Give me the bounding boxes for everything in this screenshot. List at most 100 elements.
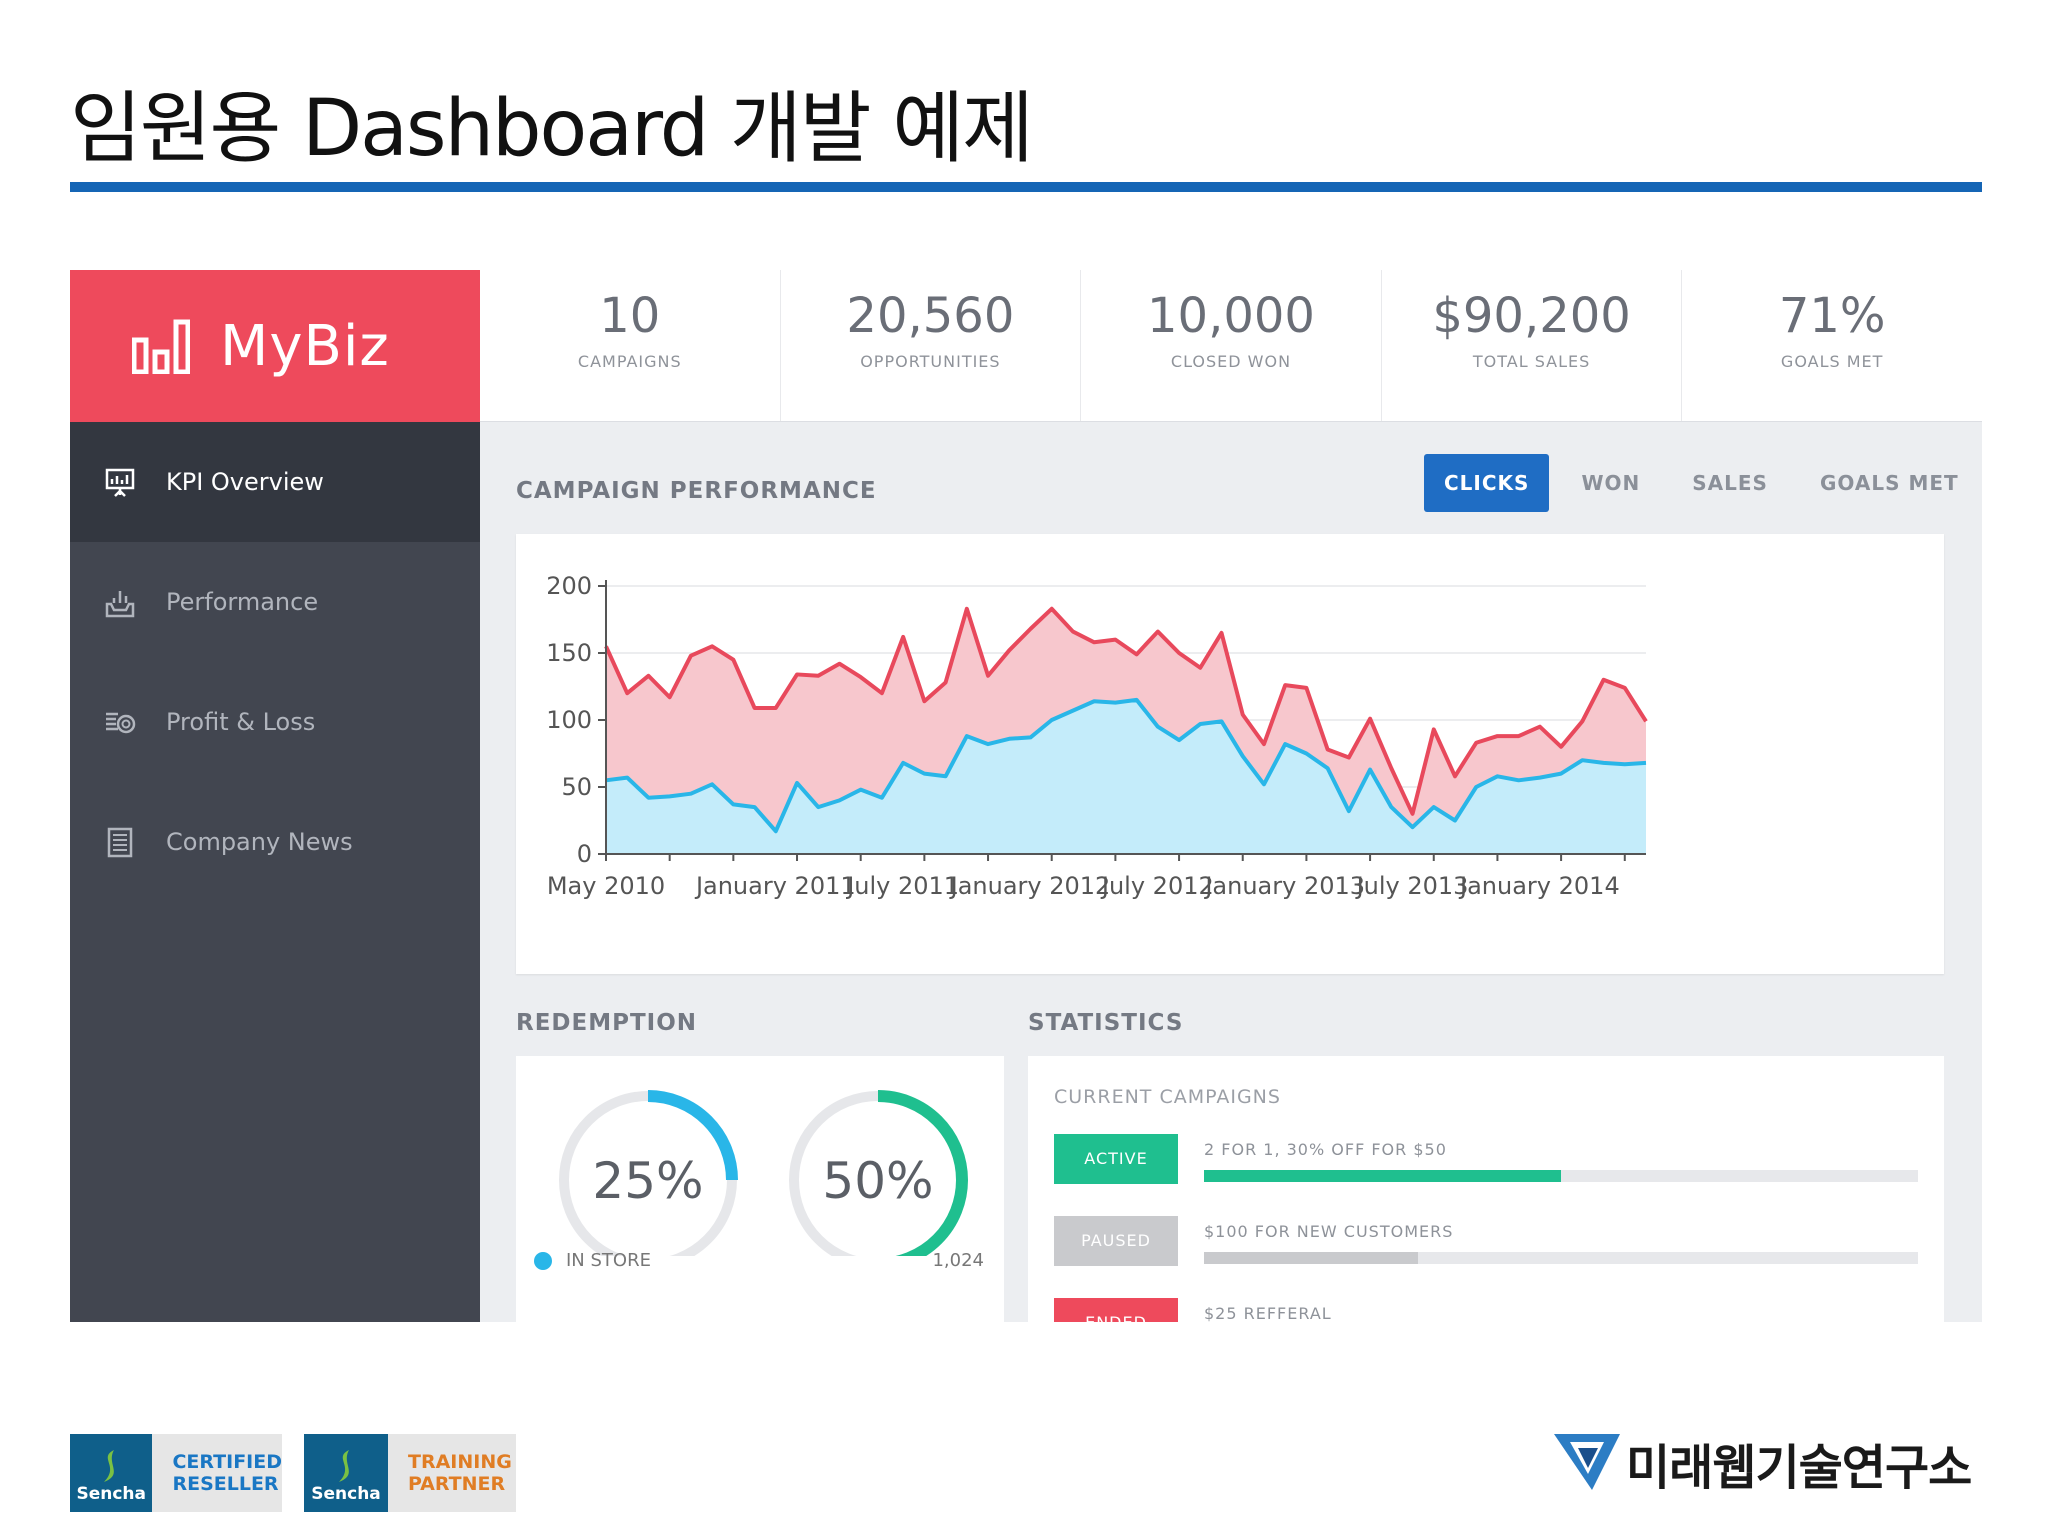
- in-store-dot-icon: [534, 1252, 552, 1270]
- status-badge: PAUSED: [1054, 1216, 1178, 1266]
- brand-name: MyBiz: [220, 313, 390, 379]
- campaign-row-ended[interactable]: ENDED $25 REFFERAL: [1054, 1298, 1914, 1322]
- status-badge: ACTIVE: [1054, 1134, 1178, 1184]
- newspaper-icon: [107, 827, 133, 858]
- kpi-label: TOTAL SALES: [1472, 352, 1591, 371]
- campaign-progress-track: [1204, 1170, 1918, 1182]
- campaign-name: $25 REFFERAL: [1204, 1304, 1332, 1322]
- status-badge: ENDED: [1054, 1298, 1178, 1322]
- x-tick-label: January 2014: [1458, 872, 1620, 900]
- sencha-brand: Sencha: [311, 1484, 381, 1504]
- x-tick-label: July 2012: [1100, 872, 1214, 900]
- kpi-label: OPPORTUNITIES: [860, 352, 1001, 371]
- x-tick-label: July 2011: [845, 872, 959, 900]
- company-logo-icon: [1554, 1434, 1620, 1490]
- tab-clicks[interactable]: CLICKS: [1424, 454, 1550, 512]
- campaign-progress-fill: [1204, 1170, 1561, 1182]
- kpi-label: CAMPAIGNS: [577, 352, 682, 371]
- sencha-leaf-icon: [104, 1450, 115, 1482]
- kpi-value: 10: [599, 288, 661, 344]
- kpi-total-sales[interactable]: $90,200 TOTAL SALES: [1382, 270, 1683, 421]
- redemption-card: 25% 50% IN STORE 1,024: [516, 1056, 1004, 1322]
- title-divider: [70, 182, 1982, 192]
- sencha-logo: Sencha: [70, 1434, 153, 1512]
- lower-series-line: [605, 697, 1647, 834]
- badge-line: CERTIFIED: [172, 1451, 282, 1473]
- kpi-value: 20,560: [846, 288, 1015, 344]
- inbox-chart-icon: [105, 591, 135, 618]
- campaign-progress-track: [1204, 1252, 1918, 1264]
- ring-percent-label: 25%: [592, 1152, 703, 1210]
- nav-label: Profit & Loss: [166, 708, 316, 736]
- badge-line: PARTNER: [408, 1473, 506, 1495]
- campaign-performance-title: CAMPAIGN PERFORMANCE: [516, 478, 877, 504]
- badge-text: TRAINING PARTNER: [388, 1451, 512, 1495]
- sencha-certified-reseller-badge: Sencha CERTIFIED RESELLER: [70, 1434, 282, 1512]
- kpi-bar: 10 CAMPAIGNS 20,560 OPPORTUNITIES 10,000…: [480, 270, 1982, 422]
- statistics-title: STATISTICS: [1028, 1010, 1184, 1036]
- brand-header[interactable]: MyBiz: [70, 270, 480, 422]
- lower-band-area: [606, 699, 1646, 854]
- tab-sales[interactable]: SALES: [1692, 471, 1768, 495]
- kpi-value: 71%: [1778, 288, 1886, 344]
- sencha-brand: Sencha: [76, 1484, 146, 1504]
- kpi-campaigns[interactable]: 10 CAMPAIGNS: [480, 270, 781, 421]
- dashboard-screenshot: MyBiz KPI Overview Performance Profit: [70, 270, 1982, 1322]
- x-tick-label: January 2012: [949, 872, 1111, 900]
- presentation-icon: [105, 468, 135, 497]
- redemption-title: REDEMPTION: [516, 1010, 698, 1036]
- legend-value: 1,024: [932, 1250, 984, 1271]
- campaign-performance-chart: 0 50 100 150 200 May 2010 January 2011 July 201…: [516, 534, 1944, 974]
- x-tick-label: July 2013: [1355, 872, 1469, 900]
- y-tick-label: 50: [561, 773, 592, 801]
- upper-band-area: [606, 608, 1646, 832]
- kpi-label: CLOSED WON: [1170, 352, 1292, 371]
- kpi-value: 10,000: [1147, 288, 1315, 344]
- campaign-progress-fill: [1204, 1252, 1419, 1264]
- kpi-opportunities[interactable]: 20,560 OPPORTUNITIES: [781, 270, 1082, 421]
- campaign-name: 2 FOR 1, 30% OFF FOR $50: [1204, 1140, 1447, 1159]
- badge-line: TRAINING: [408, 1451, 512, 1473]
- kpi-goals-met[interactable]: 71% GOALS MET: [1682, 270, 1982, 421]
- redemption-rings: 25% 50%: [558, 1090, 968, 1270]
- nav-label: Performance: [166, 588, 319, 616]
- coins-icon: [106, 712, 136, 734]
- nav-label: KPI Overview: [166, 468, 324, 496]
- chart-tabs: CLICKS WON SALES GOALS MET: [1412, 454, 1979, 512]
- sencha-leaf-icon: [339, 1450, 349, 1482]
- tab-won[interactable]: WON: [1581, 471, 1641, 495]
- nav-item-profit-loss[interactable]: Profit & Loss: [70, 662, 480, 782]
- campaign-name: $100 FOR NEW CUSTOMERS: [1204, 1222, 1454, 1241]
- sidebar: MyBiz KPI Overview Performance Profit: [70, 270, 480, 1322]
- company-name: 미래웹기술연구소: [1626, 1440, 1972, 1496]
- statistics-card: CURRENT CAMPAIGNS ACTIVE 2 FOR 1, 30% OF…: [1028, 1056, 1944, 1322]
- upper-series-line: [604, 606, 1648, 816]
- nav-item-company-news[interactable]: Company News: [70, 782, 480, 902]
- sencha-training-partner-badge: Sencha TRAINING PARTNER: [304, 1434, 516, 1512]
- campaign-row-active[interactable]: ACTIVE 2 FOR 1, 30% OFF FOR $50: [1054, 1134, 1918, 1194]
- bar-chart-logo-icon: [132, 319, 190, 374]
- kpi-label: GOALS MET: [1780, 352, 1884, 371]
- badge-line: RESELLER: [172, 1473, 279, 1495]
- badge-text: CERTIFIED RESELLER: [152, 1451, 282, 1495]
- campaign-row-paused[interactable]: PAUSED $100 FOR NEW CUSTOMERS: [1054, 1216, 1918, 1276]
- kpi-value: $90,200: [1432, 288, 1631, 344]
- slide-title: 임원용 Dashboard 개발 예제: [70, 84, 1034, 174]
- tab-goals-met[interactable]: GOALS MET: [1819, 471, 1959, 495]
- y-tick-label: 100: [546, 706, 592, 734]
- legend-label: IN STORE: [566, 1250, 651, 1271]
- nav-label: Company News: [166, 828, 353, 856]
- kpi-closed-won[interactable]: 10,000 CLOSED WON: [1081, 270, 1382, 421]
- sencha-logo: Sencha: [304, 1434, 388, 1512]
- nav-item-kpi-overview[interactable]: KPI Overview: [70, 422, 480, 542]
- y-tick-label: 200: [546, 572, 592, 600]
- ring-percent-label: 50%: [822, 1152, 933, 1210]
- current-campaigns-heading: CURRENT CAMPAIGNS: [1054, 1086, 1281, 1108]
- x-tick-label: January 2013: [1203, 872, 1365, 900]
- y-tick-label: 0: [577, 840, 592, 868]
- nav-item-performance[interactable]: Performance: [70, 542, 480, 662]
- x-tick-label: May 2010: [547, 872, 665, 900]
- ring-progress: [558, 1090, 738, 1270]
- x-tick-label: January 2011: [694, 872, 856, 900]
